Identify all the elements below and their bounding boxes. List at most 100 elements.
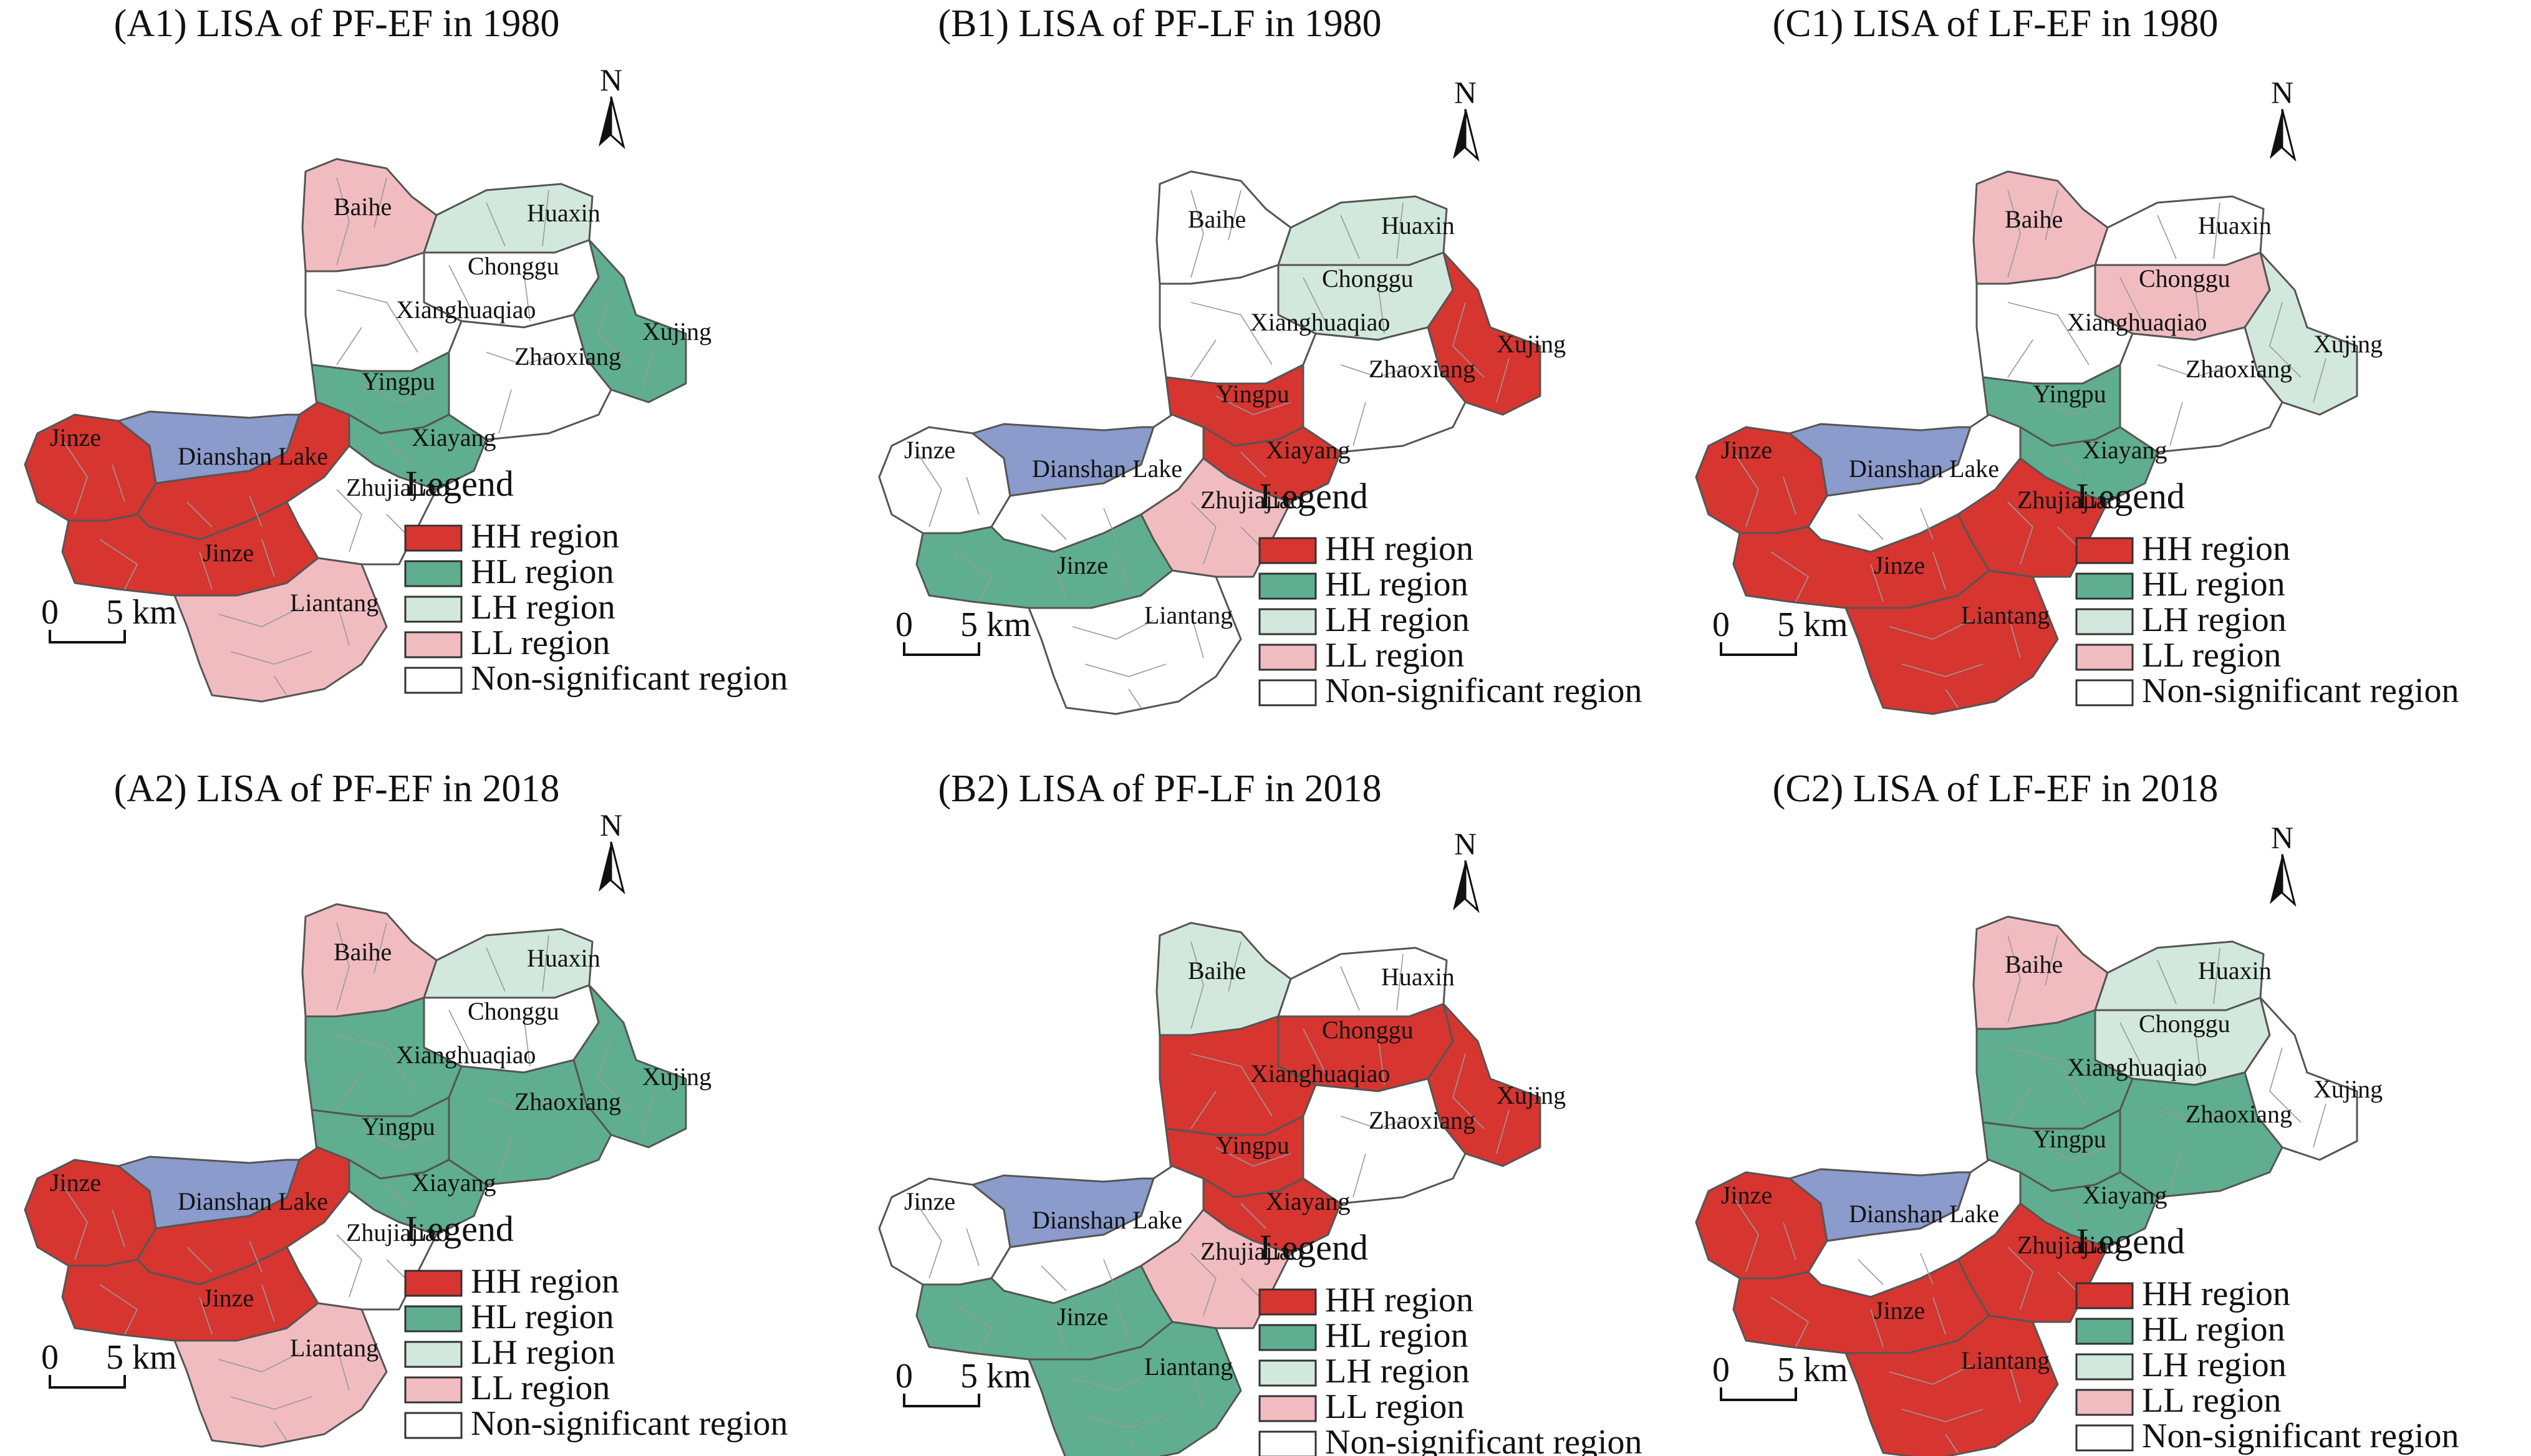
village-boundary xyxy=(1240,1203,1266,1229)
village-boundary xyxy=(112,1209,125,1248)
legend-label-lh: LH region xyxy=(2142,1346,2287,1384)
place-label: Jinze xyxy=(1874,1296,1925,1324)
scale-bar-line xyxy=(1720,642,1797,656)
map-panel-b2: (B2) LISA of PF-LF in 2018 Baihe Huaxin Cho… xyxy=(878,768,1642,1456)
place-label: Chonggu xyxy=(2139,264,2230,292)
north-arrow-left-half xyxy=(599,97,611,147)
village-boundary xyxy=(1084,1415,1167,1429)
north-label: N xyxy=(1454,826,1477,861)
village-boundary xyxy=(542,190,549,247)
place-label: Yingpu xyxy=(1216,1131,1290,1159)
scale-end-label: 5 km xyxy=(106,1338,177,1377)
village-boundary xyxy=(1733,451,1759,528)
legend-label-lh: LH region xyxy=(1325,1352,1470,1391)
village-boundary xyxy=(1733,1197,1759,1273)
legend-swatch-ns xyxy=(2075,679,2134,706)
village-boundary xyxy=(336,489,362,552)
place-label: Liantang xyxy=(1144,601,1233,629)
village-boundary xyxy=(2157,960,2177,1005)
village-boundary xyxy=(361,1128,437,1148)
village-boundary xyxy=(1215,395,1291,415)
legend-title: Legend xyxy=(2076,1221,2185,1261)
village-boundary xyxy=(1340,966,1360,1011)
panel-title-b2: (B2) LISA of PF-LF in 2018 xyxy=(938,768,1381,810)
village-boundary xyxy=(523,1016,531,1067)
place-label: Xujing xyxy=(1497,1081,1566,1109)
scale-bar: 0 5 km xyxy=(1712,1351,1848,1401)
village-boundary xyxy=(2007,501,2033,565)
legend-label-ll: LL region xyxy=(2142,636,2281,675)
village-boundary xyxy=(1901,1409,1984,1422)
place-label: Yingpu xyxy=(2033,380,2106,408)
legend-swatch-ns xyxy=(1258,679,1317,706)
map-panel-b1: (B1) LISA of PF-LF in 1980 Baihe Huaxin Cho… xyxy=(878,2,1642,715)
place-label: Chonggu xyxy=(468,252,559,280)
place-label: Baihe xyxy=(1188,205,1246,233)
map-panel-a1: (A1) LISA of PF-EF in 1980 Baihe Huaxin Cho… xyxy=(24,2,788,703)
village-boundary xyxy=(199,1296,213,1335)
place-label: Baihe xyxy=(334,938,392,966)
village-boundary xyxy=(1053,1315,1067,1354)
legend-swatch-ll xyxy=(2075,644,2134,671)
place-label: Jinze xyxy=(1721,1181,1772,1209)
region-jinze2-hh xyxy=(1732,1258,1990,1354)
village-boundary xyxy=(336,177,350,266)
village-boundary xyxy=(99,1284,138,1335)
place-label: Zhujiajiao xyxy=(346,473,448,501)
base-map-a1: Baihe Huaxin Chonggu Xianghuaqiao Xujing Zhao… xyxy=(24,62,788,703)
place-label: Xianghuaqiao xyxy=(396,1041,536,1069)
place-label: Zhujiajiao xyxy=(2017,486,2119,514)
village-boundary xyxy=(1228,941,1241,992)
dianshan-lake-area xyxy=(970,423,1155,497)
village-boundary xyxy=(2213,202,2220,259)
legend-swatch-ns xyxy=(404,1412,463,1439)
village-boundary xyxy=(642,345,655,390)
village-boundary xyxy=(1072,1371,1154,1391)
north-arrow-left-half xyxy=(2270,854,2282,904)
north-arrow-right-half xyxy=(610,841,625,895)
village-boundary xyxy=(523,271,531,322)
legend-label-lh: LH region xyxy=(1325,600,1470,639)
legend-swatch-ll xyxy=(2075,1389,2134,1416)
scale-start-label: 0 xyxy=(895,605,913,644)
place-label: Baihe xyxy=(2005,205,2063,233)
village-boundary xyxy=(186,1246,213,1273)
place-label: Liantang xyxy=(1961,1346,2050,1374)
scale-bar: 0 5 km xyxy=(1712,605,1848,656)
place-label: Xianghuaqiao xyxy=(396,296,536,324)
base-map-c1: Baihe Huaxin Chonggu Xianghuaqiao Xujing Zhao… xyxy=(1695,75,2459,715)
legend-swatch-ll xyxy=(1258,1395,1317,1422)
place-label: Baihe xyxy=(334,193,392,221)
legend-label-hh: HH region xyxy=(471,1262,619,1301)
north-arrow-left-half xyxy=(2270,109,2282,159)
place-label: Xiayang xyxy=(412,423,496,451)
village-boundary xyxy=(1303,1028,1329,1079)
place-label: Xujing xyxy=(2313,1075,2383,1103)
north-arrow-left-half xyxy=(599,842,611,892)
scale-bar-line xyxy=(903,642,980,656)
legend-swatch-hl xyxy=(404,560,463,587)
place-label: Zhaoxiang xyxy=(2186,1100,2292,1128)
place-label: Xujing xyxy=(2313,330,2383,358)
place-label: Jinze xyxy=(50,1169,101,1197)
scale-start-label: 0 xyxy=(1712,1351,1730,1389)
north-arrow-right-half xyxy=(1464,860,1480,914)
scale-bar-line xyxy=(903,1394,980,1407)
region-liantang-ns xyxy=(1028,569,1242,715)
place-label: Dianshan Lake xyxy=(1849,1200,1999,1228)
village-boundary xyxy=(2313,1103,2326,1148)
village-boundary xyxy=(2007,614,2021,658)
map-panel-c2: (C2) LISA of LF-EF in 2018 Baihe Huaxin Cho… xyxy=(1695,768,2459,1456)
village-boundary xyxy=(1190,614,1204,658)
scale-bar-line xyxy=(49,630,126,644)
dianshan-lake-area xyxy=(116,410,301,485)
place-label: Jinze xyxy=(904,1187,955,1215)
village-boundary xyxy=(1072,620,1154,640)
legend-swatch-hh xyxy=(404,524,463,552)
region-xujing-hl xyxy=(572,239,687,403)
village-boundary xyxy=(953,1303,993,1354)
place-label: Jinze xyxy=(1874,551,1925,579)
place-label: Xiayang xyxy=(1266,1187,1351,1215)
legend-swatch-hh xyxy=(2075,537,2134,564)
scale-start-label: 0 xyxy=(895,1357,913,1396)
